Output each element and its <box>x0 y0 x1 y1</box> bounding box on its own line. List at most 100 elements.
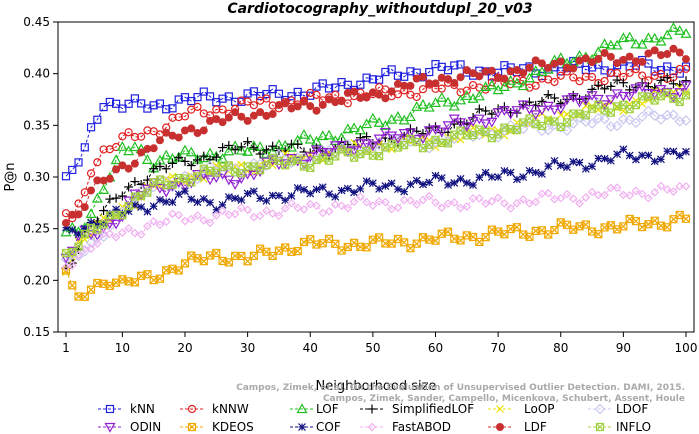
data-point-kdeos <box>387 239 396 248</box>
data-point-fastabod <box>374 197 384 206</box>
data-point-ldf <box>525 63 534 72</box>
legend-marker-loop <box>496 405 504 413</box>
data-point-fastabod <box>268 209 278 218</box>
series-ldf <box>62 44 690 227</box>
data-point-odin <box>574 97 586 108</box>
data-point-fastabod <box>343 203 353 213</box>
data-point-fastabod <box>675 181 685 191</box>
data-point-lof <box>417 98 429 109</box>
data-point-fastabod <box>493 193 503 203</box>
y-tick-label: 0.20 <box>23 273 50 287</box>
data-point-ldf <box>613 59 622 68</box>
data-point-lof <box>448 100 460 111</box>
data-point-knn <box>262 89 271 99</box>
data-point-kdeos <box>581 220 590 229</box>
data-point-cof <box>362 177 371 186</box>
data-point-inflo <box>74 242 83 251</box>
data-point-ldf <box>293 102 302 111</box>
data-point-lof <box>217 153 229 163</box>
data-point-ldf <box>218 118 227 127</box>
data-point-lof <box>661 29 673 40</box>
data-point-knn <box>500 61 509 70</box>
data-point-odin <box>605 95 617 106</box>
data-point-kdeos <box>174 266 183 275</box>
data-point-knnw <box>487 78 496 87</box>
data-point-fastabod <box>537 189 547 199</box>
data-point-cof <box>343 184 352 193</box>
data-point-inflo <box>581 111 590 120</box>
data-point-cof <box>231 194 240 203</box>
data-point-ldf <box>675 48 684 57</box>
data-point-lof <box>361 118 373 129</box>
data-point-ldf <box>174 133 183 142</box>
data-point-knnw <box>675 64 684 74</box>
legend-label-ldof: LDOF <box>616 402 648 416</box>
data-point-knnw <box>149 127 158 136</box>
x-tick-label: 1 <box>62 341 70 355</box>
data-point-cof <box>425 178 434 187</box>
data-point-lof <box>323 129 335 140</box>
y-tick-label: 0.30 <box>23 170 50 184</box>
data-point-simplifiedlof <box>261 145 271 155</box>
data-point-ldof <box>580 116 592 128</box>
data-point-knnw <box>249 101 258 110</box>
data-point-lof <box>667 22 680 32</box>
data-point-fastabod <box>355 192 365 202</box>
data-point-inflo <box>631 101 640 110</box>
data-point-ldf <box>130 159 139 168</box>
data-point-simplifiedlof <box>543 90 553 100</box>
data-point-fastabod <box>518 195 528 204</box>
data-point-kdeos <box>631 217 640 226</box>
data-point-ldf <box>500 74 509 83</box>
data-point-ldof <box>586 118 598 129</box>
data-point-fastabod <box>274 211 284 221</box>
data-point-lof <box>630 38 642 49</box>
data-point-simplifiedlof <box>612 75 622 85</box>
data-point-fastabod <box>299 204 309 214</box>
data-point-lof <box>624 31 636 42</box>
data-point-knn <box>162 105 171 114</box>
legend-marker-inflo <box>595 422 605 432</box>
data-point-knnw <box>581 72 590 81</box>
data-point-knn <box>356 80 365 89</box>
data-point-cof <box>475 173 484 182</box>
x-tick-label: 60 <box>428 341 443 355</box>
data-point-ldf <box>350 87 359 96</box>
data-point-simplifiedlof <box>67 258 77 268</box>
data-point-lof <box>160 149 172 160</box>
data-point-lof <box>367 112 379 123</box>
data-point-lof <box>267 146 279 156</box>
data-point-cof <box>350 188 359 197</box>
data-point-fastabod <box>662 185 672 194</box>
data-point-inflo <box>681 91 691 100</box>
data-point-ldf <box>512 66 521 75</box>
data-point-inflo <box>512 126 522 135</box>
data-point-lof <box>605 39 617 50</box>
data-point-ldf <box>600 48 609 57</box>
data-point-ldf <box>318 100 327 109</box>
data-point-lof <box>223 145 235 156</box>
data-point-cof <box>663 147 672 156</box>
data-point-ldf <box>87 186 96 195</box>
data-point-simplifiedlof <box>130 177 140 187</box>
data-point-ldf <box>118 161 127 170</box>
data-point-ldof <box>618 113 629 125</box>
data-point-knn <box>74 158 83 167</box>
data-point-knnw <box>550 77 559 87</box>
data-point-simplifiedlof <box>549 93 559 103</box>
data-point-simplifiedlof <box>268 141 278 151</box>
data-point-cof <box>631 155 640 164</box>
data-point-cof <box>206 198 214 207</box>
data-point-simplifiedlof <box>355 133 365 143</box>
data-point-cof <box>300 185 308 194</box>
data-point-knnw <box>168 113 177 122</box>
data-point-ldf <box>237 112 246 121</box>
data-point-ldof <box>91 232 103 244</box>
data-point-cof <box>431 171 440 180</box>
data-point-knn <box>306 91 315 100</box>
data-point-ldf <box>462 66 471 75</box>
data-point-odin <box>91 231 103 241</box>
data-point-odin <box>373 134 385 145</box>
data-point-simplifiedlof <box>193 155 203 165</box>
data-point-ldof <box>649 110 661 122</box>
